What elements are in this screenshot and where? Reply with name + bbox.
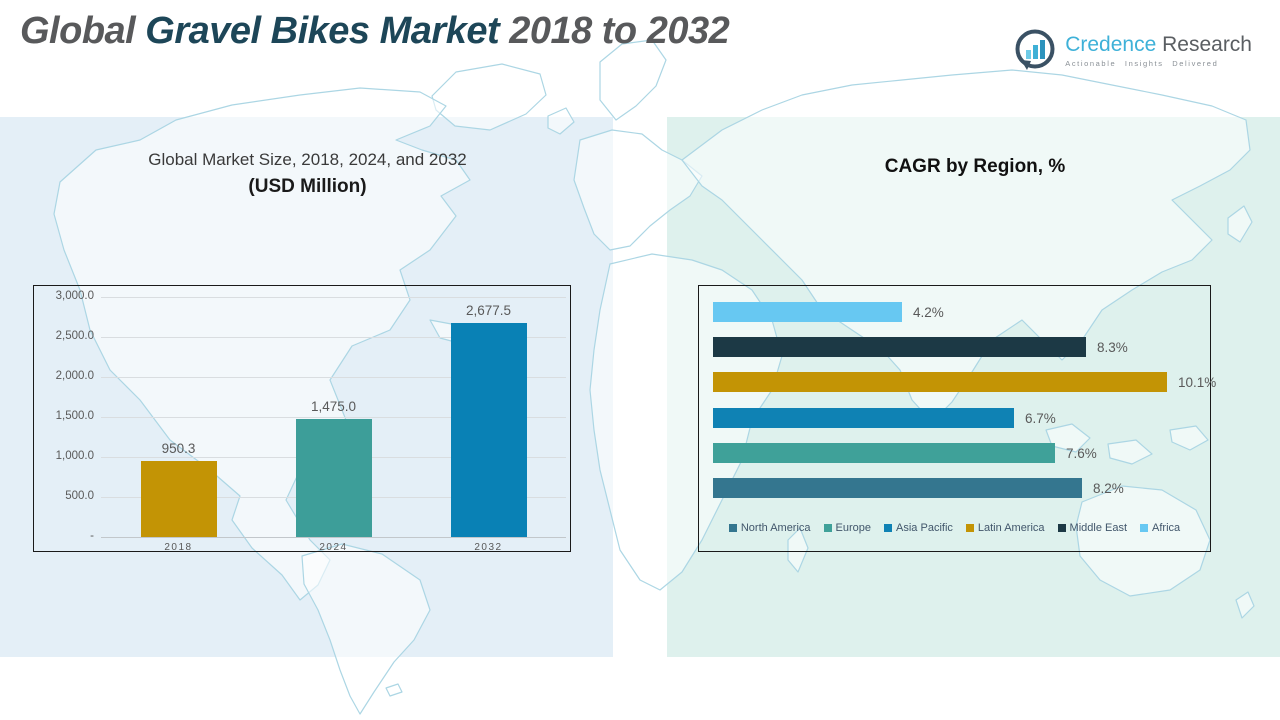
market-size-chart-title-line2: (USD Million) xyxy=(248,176,367,197)
y-axis-tick-label: 3,000.0 xyxy=(55,290,94,302)
legend-label: Africa xyxy=(1152,522,1181,534)
legend-item: Middle East xyxy=(1057,522,1128,534)
legend-item: Africa xyxy=(1140,522,1180,534)
legend-label: Asia Pacific xyxy=(896,522,953,534)
y-axis-tick-label: 2,500.0 xyxy=(55,330,94,342)
logo-tagline: Actionable Insights Delivered xyxy=(1065,58,1219,68)
cagr-plot: 4.2% 8.3% 10.1% 6.7% 7.6% 8.2% xyxy=(699,286,1216,551)
gridline xyxy=(101,417,566,418)
cagr-chart: 4.2% 8.3% 10.1% 6.7% 7.6% 8.2% North America E… xyxy=(698,285,1216,552)
bar-middle-east xyxy=(713,337,1086,357)
credence-research-logo: Credence Research Actionable Insights De… xyxy=(1013,28,1252,72)
bar-value-label: 1,475.0 xyxy=(310,399,357,414)
logo-brand-text: Credence Research xyxy=(1065,33,1252,57)
gridline xyxy=(101,537,566,538)
bar-value-label: 950.3 xyxy=(161,441,196,456)
bar-value-label: 10.1% xyxy=(1178,375,1217,390)
bar-north-america xyxy=(713,478,1082,498)
bar-latin-america xyxy=(713,372,1167,392)
y-axis-tick-label: 2,000.0 xyxy=(55,370,94,382)
legend-swatch-icon xyxy=(884,524,893,532)
cagr-legend: North America Europe Asia Pacific Latin Ame… xyxy=(699,522,1210,534)
legend-swatch-icon xyxy=(1057,524,1066,532)
legend-swatch-icon xyxy=(823,524,832,532)
page-title-part1: Global xyxy=(20,10,146,52)
bar-value-label: 8.2% xyxy=(1093,481,1124,496)
bar-value-label: 2,677.5 xyxy=(465,303,512,318)
market-size-chart-title-line1: Global Market Size, 2018, 2024, and 2032 xyxy=(148,150,467,169)
y-axis-tick-label: 500.0 xyxy=(65,490,94,502)
cagr-chart-title: CAGR by Region, % xyxy=(884,156,1066,177)
gridline xyxy=(101,337,566,338)
page-title: Global Gravel Bikes Market 2018 to 2032 xyxy=(20,10,730,53)
market-size-plot: 3,000.0 2,500.0 2,000.0 1,500.0 1,000.0 500.0… xyxy=(34,286,570,553)
bar-2024 xyxy=(295,419,372,537)
legend-item: Latin America xyxy=(965,522,1045,534)
legend-swatch-icon xyxy=(965,524,974,532)
x-axis-category-label: 2024 xyxy=(319,542,348,553)
bar-value-label: 6.7% xyxy=(1025,411,1056,426)
legend-label: Europe xyxy=(835,522,872,534)
bar-value-label: 4.2% xyxy=(913,305,944,320)
x-axis-category-label: 2032 xyxy=(474,542,503,553)
bar-value-label: 8.3% xyxy=(1097,340,1128,355)
bar-europe xyxy=(713,443,1055,463)
y-axis-tick-label: 1,000.0 xyxy=(55,450,94,462)
legend-item: Asia Pacific xyxy=(884,522,953,534)
legend-label: Latin America xyxy=(977,522,1045,534)
page-title-part3: 2018 to 2032 xyxy=(509,10,730,52)
gridline xyxy=(101,377,566,378)
y-axis-tick-label: - xyxy=(90,530,94,542)
x-axis-category-label: 2018 xyxy=(164,542,193,553)
market-size-chart-title: Global Market Size, 2018, 2024, and 2032… xyxy=(95,150,520,198)
legend-item: North America xyxy=(728,522,811,534)
legend-label: Middle East xyxy=(1069,522,1128,534)
legend-item: Europe xyxy=(823,522,872,534)
market-size-chart: 3,000.0 2,500.0 2,000.0 1,500.0 1,000.0 500.0… xyxy=(33,285,571,553)
y-axis-tick-label: 1,500.0 xyxy=(55,410,94,422)
legend-label: North America xyxy=(740,522,811,534)
logo-brand-credence: Credence xyxy=(1065,32,1157,56)
logo-bar-chart-bubble-icon xyxy=(1015,29,1055,70)
bar-2032 xyxy=(450,323,527,537)
bar-africa xyxy=(713,302,902,322)
legend-swatch-icon xyxy=(1140,524,1149,532)
legend-swatch-icon xyxy=(728,524,737,532)
bar-2018 xyxy=(140,461,217,537)
bar-asia-pacific xyxy=(713,408,1014,428)
gridline xyxy=(101,297,566,298)
bar-value-label: 7.6% xyxy=(1066,446,1097,461)
page-title-part2: Gravel Bikes Market xyxy=(145,10,510,52)
logo-brand-research: Research xyxy=(1156,32,1252,56)
